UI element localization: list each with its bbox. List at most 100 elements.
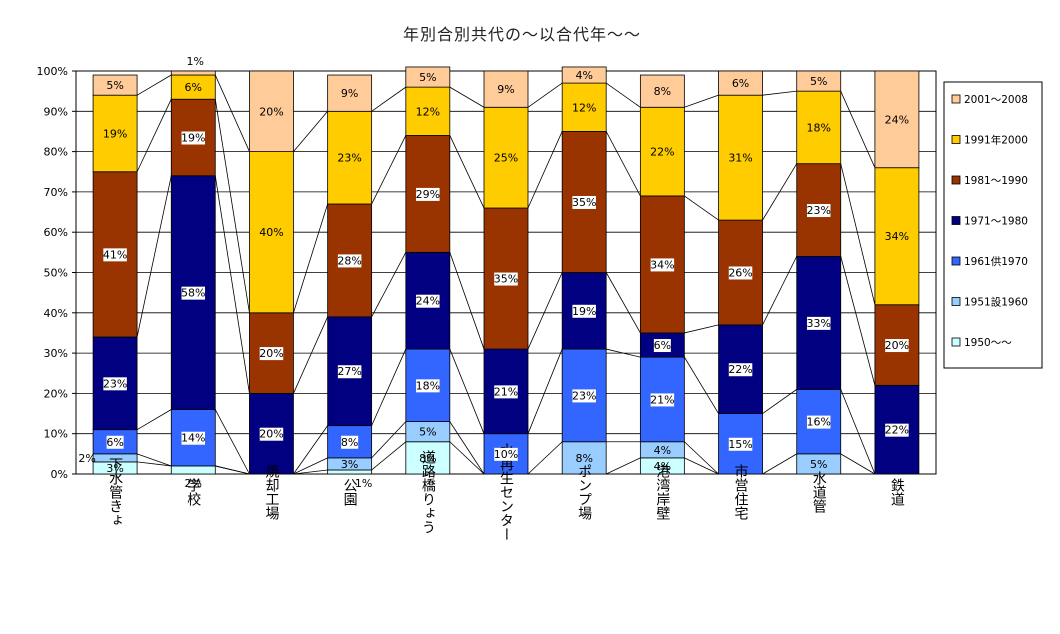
series-line <box>449 348 485 434</box>
category-label: 水道管 <box>811 471 827 513</box>
legend-frame <box>943 81 1043 369</box>
data-label-bg <box>494 447 518 461</box>
bar-segment <box>92 74 138 96</box>
data-label: 21% <box>494 385 518 398</box>
data-label: 26% <box>728 267 752 280</box>
series-line <box>840 453 876 475</box>
series-line <box>527 272 563 350</box>
data-label: 35% <box>494 273 518 286</box>
y-tick-label: 40% <box>44 307 68 320</box>
data-label: 14% <box>181 432 205 445</box>
data-label: 3% <box>106 462 123 475</box>
bar-segment <box>483 70 529 108</box>
y-tick-label: 30% <box>44 347 68 360</box>
data-label-bg <box>337 254 362 268</box>
data-label-bg <box>728 437 753 451</box>
series-line <box>136 74 172 96</box>
bar-segment <box>796 163 842 257</box>
series-line <box>371 348 407 426</box>
data-label: 20% <box>259 428 283 441</box>
data-label: 34% <box>650 258 674 271</box>
data-label: 23% <box>572 389 596 402</box>
legend-label: 1981～1990 <box>964 175 1028 187</box>
bar-segment <box>639 74 685 108</box>
bar-segment <box>327 74 373 112</box>
series-line <box>293 425 328 475</box>
data-label-bg <box>416 294 440 308</box>
data-label: 12% <box>416 105 440 118</box>
data-label: 8% <box>654 85 671 98</box>
data-label: 8% <box>575 452 592 465</box>
data-label: 19% <box>103 127 127 140</box>
data-label: 19% <box>572 305 596 318</box>
data-label-bg <box>728 266 753 280</box>
data-label: 29% <box>416 188 440 201</box>
legend-label: 1971～1980 <box>964 216 1028 228</box>
data-label: 23% <box>337 152 361 165</box>
data-label: 22% <box>885 424 909 437</box>
series-line <box>762 163 798 221</box>
data-label-bg <box>650 258 675 272</box>
series-line <box>293 457 328 475</box>
data-label-bg <box>572 195 596 209</box>
series-line <box>449 441 485 475</box>
series-line <box>136 453 172 467</box>
bar-segment <box>639 106 685 197</box>
data-label: 22% <box>650 146 674 159</box>
series-line <box>840 389 876 475</box>
data-label: 15% <box>728 438 752 451</box>
bar-segment <box>796 70 842 92</box>
data-label-bg <box>416 187 440 201</box>
data-label-bg <box>806 204 831 218</box>
category-label: 水再生センター <box>498 443 514 541</box>
data-label: 5% <box>810 458 827 471</box>
data-label: 41% <box>103 248 127 261</box>
data-label: 19% <box>181 131 205 144</box>
series-line <box>293 469 328 475</box>
data-label: 6% <box>106 436 123 449</box>
data-label: 3% <box>341 458 358 471</box>
series-line <box>136 99 172 172</box>
series-line <box>136 175 172 338</box>
bar-segment <box>249 70 294 152</box>
data-label-bg <box>337 365 362 379</box>
data-label: 34% <box>885 230 909 243</box>
data-label: 5% <box>810 75 827 88</box>
series-line <box>606 457 641 475</box>
data-label: 5% <box>419 71 436 84</box>
series-line <box>605 131 641 197</box>
data-label-bg <box>416 379 440 393</box>
data-label-bg <box>653 339 671 353</box>
bar-segment <box>561 66 607 84</box>
data-label: 22% <box>728 363 752 376</box>
bar-segment <box>327 110 373 205</box>
data-label: 4% <box>575 69 592 82</box>
series-line <box>371 421 407 459</box>
data-label-bg <box>181 286 206 300</box>
data-label: 18% <box>416 379 440 392</box>
series-line <box>605 82 641 108</box>
data-label-bg <box>806 316 831 330</box>
bar-segment <box>249 312 294 394</box>
category-label: ポンプ場 <box>576 464 592 520</box>
series-line <box>684 356 719 414</box>
data-label-bg <box>728 363 753 377</box>
data-label: 10% <box>494 448 518 461</box>
series-line <box>293 203 329 313</box>
data-label-bg <box>181 431 206 445</box>
bar-segment <box>170 74 216 100</box>
legend-swatch <box>951 297 961 306</box>
series-line <box>293 316 329 394</box>
category-label: 市営住宅 <box>733 463 749 520</box>
data-label: 23% <box>807 204 831 217</box>
bar-segment <box>718 70 763 96</box>
y-tick-label: 60% <box>44 226 68 239</box>
data-label: 1% <box>187 55 204 68</box>
bar-segment <box>249 151 294 314</box>
data-label-bg <box>885 339 909 353</box>
y-tick-label: 20% <box>44 387 68 400</box>
bar-segment <box>874 70 920 169</box>
series-line <box>606 348 641 358</box>
